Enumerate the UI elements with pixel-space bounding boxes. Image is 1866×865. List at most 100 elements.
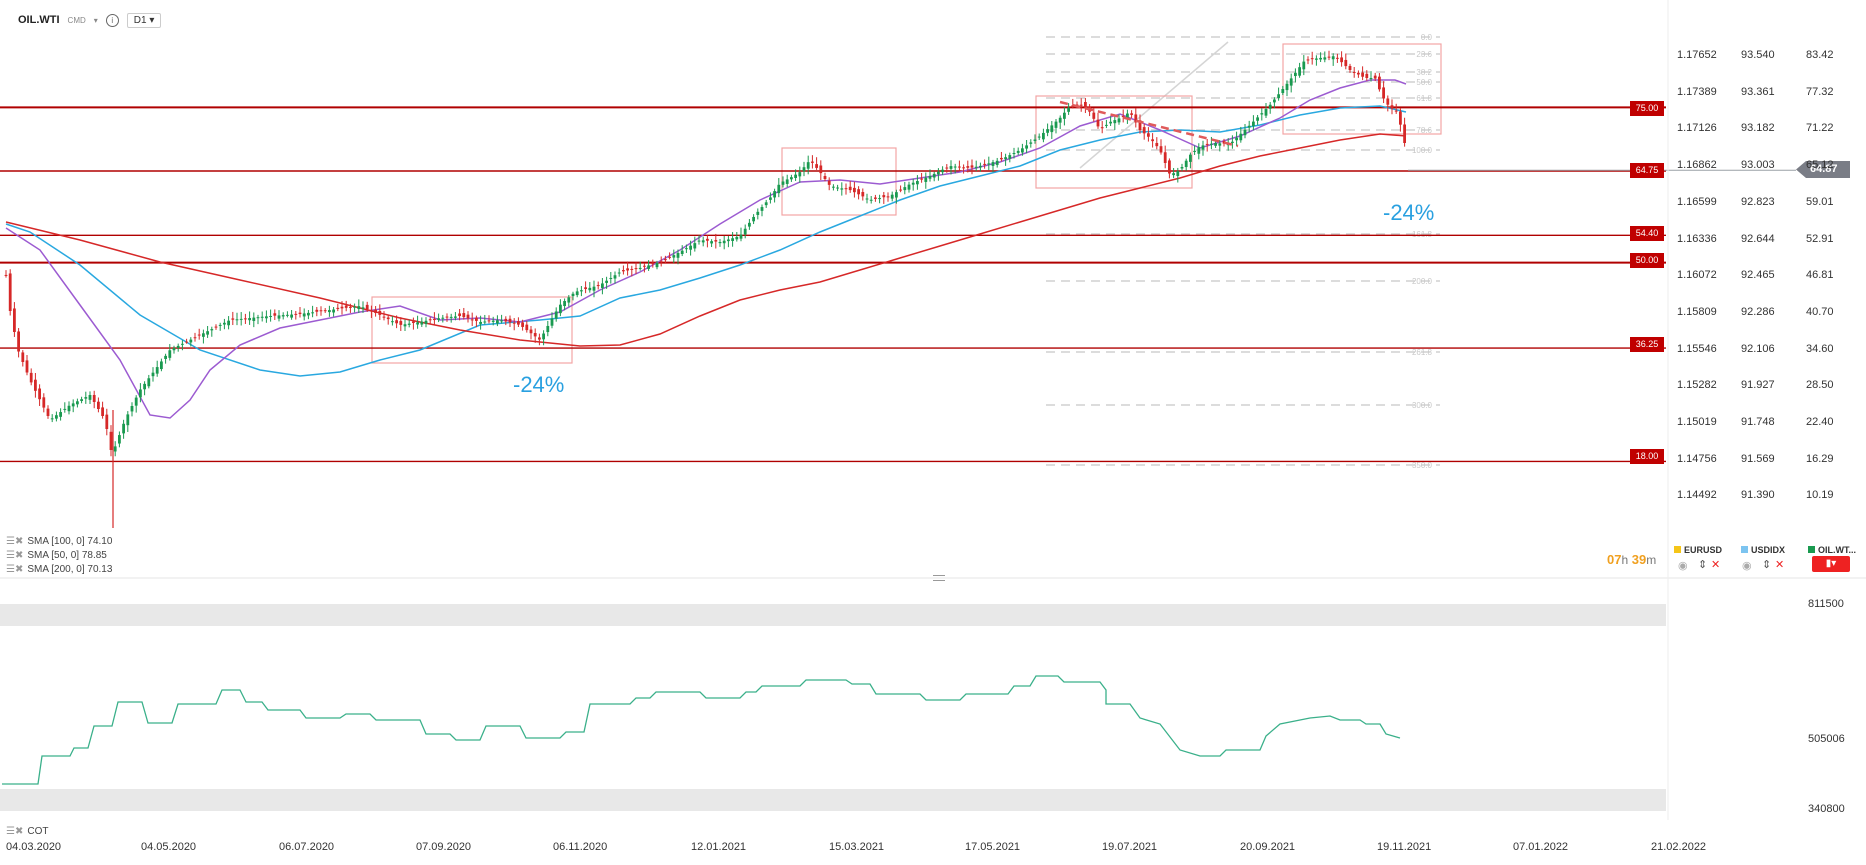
candle-body xyxy=(1054,121,1058,128)
timeframe-select[interactable]: D1 ▾ xyxy=(126,12,162,28)
eye-icon[interactable]: ◉ xyxy=(1678,560,1688,572)
candle-type-button[interactable]: ▮▾ xyxy=(1812,556,1850,572)
candle-body xyxy=(470,319,474,321)
menu-icon[interactable]: ☰✖ xyxy=(6,826,24,837)
candle-body xyxy=(1277,94,1280,98)
candle-body xyxy=(1126,113,1129,119)
level-tag-75[interactable]: 75.00 xyxy=(1630,101,1664,116)
candle-body xyxy=(386,317,390,320)
candle-body xyxy=(462,313,466,318)
candle-body xyxy=(550,318,554,326)
candle-body xyxy=(126,414,130,426)
close-icon[interactable]: ✕ xyxy=(1775,559,1785,571)
eye-icon[interactable]: ◉ xyxy=(1742,560,1752,572)
candle-body xyxy=(1352,71,1356,73)
pane-resize-handle[interactable] xyxy=(933,575,945,581)
candle-body xyxy=(1357,72,1360,75)
fibonacci-label: 350.0 xyxy=(1412,461,1433,470)
candle-body xyxy=(1399,111,1402,125)
candle-body xyxy=(374,309,377,314)
candle-body xyxy=(643,265,646,267)
candle-body xyxy=(1063,112,1066,119)
indicator-legend-sma100[interactable]: ☰✖ SMA [100, 0] 74.10 xyxy=(6,536,112,547)
candle-body xyxy=(521,322,524,327)
candle-body xyxy=(496,320,499,324)
indicator-label: SMA [100, 0] 74.10 xyxy=(27,536,113,547)
candle-body xyxy=(1310,58,1314,60)
legend-label: EURUSD xyxy=(1684,545,1723,555)
candle-body xyxy=(118,435,121,444)
date-axis-tick: 04.03.2020 xyxy=(6,841,62,853)
candle-body xyxy=(764,202,768,206)
date-axis-tick: 06.11.2020 xyxy=(553,841,608,853)
candle-body xyxy=(1021,148,1024,153)
reorder-icon[interactable]: ⇕ xyxy=(1698,559,1708,571)
candle-body xyxy=(155,367,159,374)
usdidx-axis-tick: 91.927 xyxy=(1741,379,1775,392)
level-tag-64-75[interactable]: 64.75 xyxy=(1630,163,1664,178)
candle-body xyxy=(735,236,739,240)
candle-body xyxy=(1067,107,1070,112)
candle-body xyxy=(1403,124,1406,143)
oil-axis-tick: 22.40 xyxy=(1806,416,1834,428)
indicator-label: SMA [50, 0] 78.85 xyxy=(27,550,107,561)
level-tag-54-40[interactable]: 54.40 xyxy=(1630,226,1664,241)
fibonacci-label: 100.0 xyxy=(1412,146,1433,155)
candle-body xyxy=(987,163,991,165)
candle-body xyxy=(1365,73,1369,78)
trendline-dashed xyxy=(1059,100,1239,148)
indicator-legend-sma50[interactable]: ☰✖ SMA [50, 0] 78.85 xyxy=(6,550,107,561)
candle-body xyxy=(664,259,667,261)
candle-body xyxy=(500,320,503,322)
cot-line xyxy=(2,675,1401,785)
level-tag-18[interactable]: 18.00 xyxy=(1630,449,1664,464)
legend-eurusd[interactable]: EURUSD xyxy=(1674,545,1722,555)
info-icon[interactable]: i xyxy=(105,13,119,27)
chevron-down-icon[interactable]: ▾ xyxy=(93,15,98,25)
candle-body xyxy=(1218,143,1222,146)
candle-body xyxy=(143,383,146,390)
candle-body xyxy=(1268,104,1272,109)
candle-body xyxy=(504,318,508,322)
candle-body xyxy=(718,242,722,244)
candle-body xyxy=(622,270,625,272)
candle-body xyxy=(1168,160,1171,174)
candle-body xyxy=(454,316,457,318)
candle-body xyxy=(1176,171,1180,176)
candle-body xyxy=(185,341,188,343)
candle-body xyxy=(1004,157,1007,160)
candle-body xyxy=(685,248,688,250)
candle-body xyxy=(1327,56,1331,58)
legend-oil[interactable]: OIL.WT... xyxy=(1808,545,1856,555)
indicator-label: SMA [200, 0] 70.13 xyxy=(27,564,113,575)
symbol-name[interactable]: OIL.WTI xyxy=(18,14,60,26)
candle-body xyxy=(315,309,319,312)
candle-body xyxy=(1323,57,1327,60)
legend-usdidx[interactable]: USDIDX xyxy=(1741,545,1785,555)
date-axis-tick: 07.01.2022 xyxy=(1513,841,1569,853)
candle-body xyxy=(475,317,478,321)
close-icon[interactable]: ✕ xyxy=(1711,559,1721,571)
level-tag-50[interactable]: 50.00 xyxy=(1630,253,1664,268)
candle-body xyxy=(252,317,256,321)
color-swatch xyxy=(1808,546,1815,553)
candle-body xyxy=(1138,120,1142,130)
candle-body xyxy=(206,331,209,335)
menu-icon[interactable]: ☰✖ xyxy=(6,550,24,561)
candle-body xyxy=(84,397,88,399)
candle-body xyxy=(218,324,222,326)
menu-icon[interactable]: ☰✖ xyxy=(6,564,24,575)
level-tag-36-25[interactable]: 36.25 xyxy=(1630,337,1664,352)
candle-body xyxy=(122,423,125,434)
candle-body xyxy=(819,165,823,174)
cot-indicator-legend[interactable]: ☰✖ COT xyxy=(6,826,48,837)
reorder-icon[interactable]: ⇕ xyxy=(1762,559,1772,571)
candle-body xyxy=(67,405,71,412)
candle-body xyxy=(294,313,298,315)
candle-body xyxy=(286,314,289,316)
candle-body xyxy=(874,197,877,199)
menu-icon[interactable]: ☰✖ xyxy=(6,536,24,547)
candle-body xyxy=(853,187,856,193)
indicator-legend-sma200[interactable]: ☰✖ SMA [200, 0] 70.13 xyxy=(6,564,112,575)
